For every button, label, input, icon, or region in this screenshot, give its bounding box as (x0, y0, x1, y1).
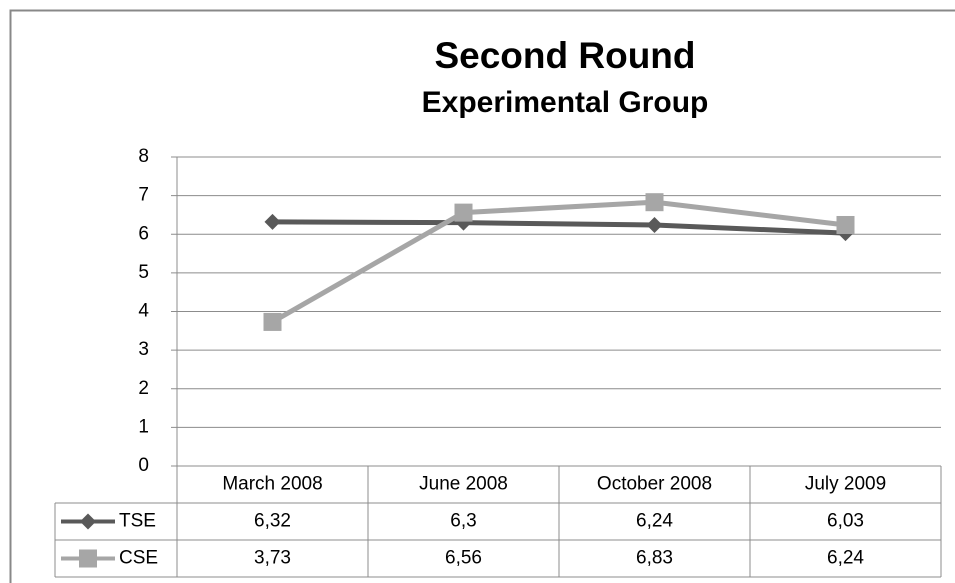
marker (646, 216, 663, 233)
y-tick-label: 0 (138, 455, 149, 476)
chart-subtitle: Experimental Group (422, 86, 709, 119)
legend-label: TSE (119, 511, 156, 532)
table-value: 6,03 (827, 511, 864, 532)
table-value: 3,73 (254, 548, 291, 569)
x-tick-label: June 2008 (419, 474, 508, 495)
y-tick-label: 6 (138, 223, 149, 244)
y-tick-label: 3 (138, 339, 149, 360)
marker (80, 513, 96, 530)
y-tick-label: 8 (138, 146, 149, 167)
legend-label: CSE (119, 548, 158, 569)
marker (263, 312, 282, 331)
series-line (272, 219, 846, 236)
table-value: 6,3 (450, 511, 476, 532)
marker (454, 203, 473, 222)
y-tick-label: 4 (138, 301, 149, 322)
marker (836, 215, 855, 234)
marker (264, 213, 281, 230)
x-tick-label: March 2008 (222, 474, 322, 495)
x-tick-label: October 2008 (597, 474, 712, 495)
chart-title: Second Round (434, 35, 695, 76)
table-value: 6,24 (827, 548, 864, 569)
marker (79, 549, 97, 568)
y-tick-label: 5 (138, 262, 149, 283)
y-tick-label: 1 (138, 416, 149, 437)
y-tick-label: 2 (138, 378, 149, 399)
table-value: 6,56 (445, 548, 482, 569)
y-tick-label: 7 (138, 185, 149, 206)
series-line (271, 199, 846, 325)
chart-frame (9, 9, 955, 583)
table-value: 6,83 (636, 548, 673, 569)
x-tick-label: July 2009 (805, 474, 886, 495)
table-value: 6,24 (636, 511, 673, 532)
marker (645, 193, 664, 212)
table-value: 6,32 (254, 511, 291, 532)
